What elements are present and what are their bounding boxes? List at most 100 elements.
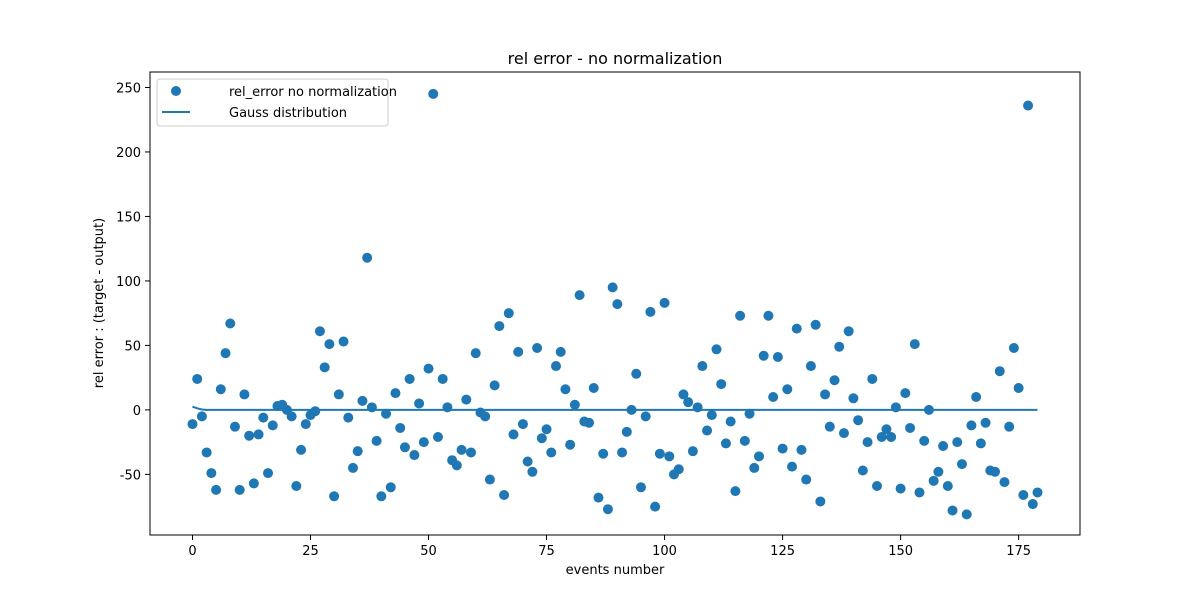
- scatter-point: [522, 456, 533, 467]
- x-ticks: 0 25 50 75 100 125 150 175: [188, 535, 1031, 559]
- scatter-point: [716, 379, 727, 390]
- scatter-point: [673, 464, 684, 475]
- scatter-point: [211, 484, 222, 495]
- scatter-point: [801, 474, 812, 485]
- scatter-point: [598, 448, 609, 459]
- scatter-point: [900, 388, 911, 399]
- scatter-point: [466, 447, 477, 458]
- scatter-point: [291, 480, 302, 491]
- scatter-point: [980, 417, 991, 428]
- y-tick-label: 150: [116, 210, 141, 225]
- y-tick-label: 250: [116, 81, 141, 96]
- scatter-point: [607, 282, 618, 293]
- scatter-point: [418, 437, 429, 448]
- scatter-point: [947, 505, 958, 516]
- scatter-point: [739, 435, 750, 446]
- legend-label-line: Gauss distribution: [229, 106, 347, 121]
- scatter-point: [437, 373, 448, 384]
- scatter-point: [905, 422, 916, 433]
- scatter-point: [494, 321, 505, 332]
- y-tick-label: 100: [116, 275, 141, 290]
- x-tick-label: 150: [888, 544, 913, 559]
- scatter-point: [838, 428, 849, 439]
- y-tick-label: 0: [133, 404, 141, 419]
- scatter-point: [711, 344, 722, 355]
- scatter-point: [678, 389, 689, 400]
- scatter-point: [206, 468, 217, 479]
- scatter-point: [192, 373, 203, 384]
- scatter-point: [768, 392, 779, 403]
- scatter-point: [744, 408, 755, 419]
- scatter-point: [631, 368, 642, 379]
- scatter-point: [196, 411, 207, 422]
- scatter-point: [508, 429, 519, 440]
- scatter-point: [990, 466, 1001, 477]
- x-tick-label: 100: [652, 544, 677, 559]
- scatter-point: [267, 420, 278, 431]
- scatter-point: [640, 411, 651, 422]
- scatter-point: [763, 310, 774, 321]
- y-axis-label: rel error : (target - output): [92, 218, 107, 388]
- scatter-point: [225, 318, 236, 329]
- scatter-point: [347, 462, 358, 473]
- scatter-point: [994, 366, 1005, 377]
- scatter-point: [593, 492, 604, 503]
- scatter-point: [659, 297, 670, 308]
- scatter-point: [725, 416, 736, 427]
- scatter-point: [952, 437, 963, 448]
- scatter-point: [201, 447, 212, 458]
- scatter-point: [834, 341, 845, 352]
- scatter-point: [815, 496, 826, 507]
- y-tick-label: -50: [120, 468, 141, 483]
- scatter-point: [735, 310, 746, 321]
- scatter-point: [1004, 421, 1015, 432]
- scatter-point: [1018, 490, 1029, 501]
- scatter-point: [1027, 499, 1038, 510]
- scatter-point: [381, 408, 392, 419]
- scatter-point: [612, 299, 623, 310]
- scatter-point: [1013, 382, 1024, 393]
- scatter-point: [617, 447, 628, 458]
- scatter-point: [451, 460, 462, 471]
- scatter-point: [650, 501, 661, 512]
- scatter-point: [234, 484, 245, 495]
- scatter-point: [1008, 342, 1019, 353]
- scatter-point: [574, 290, 585, 301]
- scatter-point: [300, 419, 311, 430]
- scatter-point: [749, 462, 760, 473]
- scatter-point: [215, 384, 226, 395]
- scatter-point: [357, 395, 368, 406]
- scatter-point: [480, 411, 491, 422]
- scatter-point: [319, 362, 330, 373]
- scatter-point: [824, 421, 835, 432]
- scatter-point: [532, 342, 543, 353]
- scatter-point: [550, 361, 561, 372]
- scatter-point: [966, 420, 977, 431]
- scatter-point: [499, 490, 510, 501]
- scatter-point: [248, 478, 259, 489]
- scatter-point: [787, 461, 798, 472]
- scatter-point: [697, 361, 708, 372]
- scatter-point: [258, 412, 269, 423]
- scatter-point: [423, 363, 434, 374]
- x-axis-label: events number: [566, 563, 665, 578]
- scatter-point: [933, 466, 944, 477]
- scatter-point: [296, 444, 307, 455]
- scatter-point: [938, 441, 949, 452]
- scatter-point: [961, 509, 972, 520]
- scatter-point: [555, 346, 566, 357]
- scatter-point: [791, 323, 802, 334]
- scatter-point: [999, 477, 1010, 488]
- plot-frame: [149, 71, 1081, 536]
- scatter-point: [654, 448, 665, 459]
- scatter-point: [588, 382, 599, 393]
- scatter-point: [1032, 487, 1043, 498]
- scatter-point: [329, 491, 340, 502]
- scatter-point: [730, 486, 741, 497]
- scatter-point: [376, 491, 387, 502]
- scatter-point: [848, 393, 859, 404]
- legend-label-scatter: rel_error no normalization: [229, 85, 397, 100]
- scatter-point: [956, 459, 967, 470]
- scatter-point: [753, 451, 764, 462]
